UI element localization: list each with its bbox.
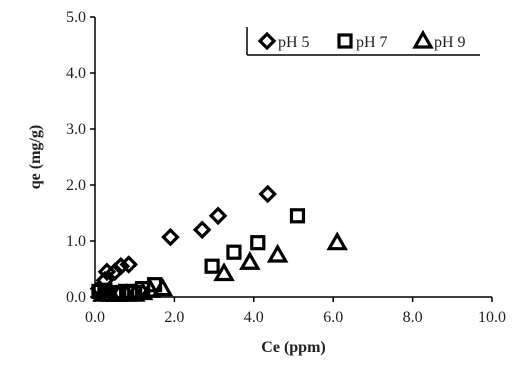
legend-item: pH 9: [412, 29, 466, 51]
data-point-triangle: [151, 277, 174, 297]
data-points: [89, 184, 348, 302]
data-point-diamond: [161, 227, 180, 247]
legend-label: pH 5: [278, 34, 310, 51]
data-point-triangle: [326, 231, 348, 251]
legend-item: pH 5: [257, 31, 310, 51]
y-axis-ticks: 0.0 1.0 2.0 3.0 4.0 5.0: [66, 9, 95, 306]
x-tick-label: 4.0: [244, 309, 264, 326]
data-point-triangle: [139, 279, 162, 298]
legend-label: pH 7: [356, 34, 388, 51]
data-point-square: [250, 235, 266, 251]
data-point-triangle: [213, 262, 235, 282]
data-point-diamond: [258, 184, 277, 204]
series-triangle: [92, 231, 348, 302]
x-tick-label: 6.0: [323, 309, 343, 326]
x-axis-title: Ce (ppm): [261, 339, 325, 356]
x-tick-label: 0.0: [85, 309, 105, 326]
data-point-diamond: [111, 256, 131, 276]
y-tick-label: 2.0: [66, 177, 86, 194]
x-tick-label: 2.0: [164, 309, 184, 326]
y-tick-label: 3.0: [66, 121, 86, 138]
y-tick-label: 1.0: [66, 233, 86, 250]
y-tick-label: 4.0: [66, 65, 86, 82]
data-point-square: [204, 258, 220, 274]
x-tick-label: 10.0: [478, 309, 506, 326]
data-point-diamond: [192, 220, 212, 240]
legend-label: pH 9: [434, 34, 466, 51]
legend-marker-triangle: [412, 29, 434, 49]
series-diamond: [89, 184, 277, 298]
data-point-diamond: [208, 206, 228, 226]
data-point-triangle: [239, 251, 261, 270]
x-tick-label: 8.0: [403, 309, 423, 326]
y-tick-label: 0.0: [66, 289, 86, 306]
data-point-square: [226, 244, 242, 260]
legend: pH 5 pH 7 pH 9: [246, 27, 480, 56]
data-point-diamond: [119, 255, 139, 274]
data-point-square: [289, 208, 306, 224]
legend-marker-square: [337, 33, 353, 49]
y-tick-label: 5.0: [66, 9, 86, 26]
data-point-diamond: [105, 262, 125, 282]
y-axis-title: qe (mg/g): [27, 125, 44, 189]
data-point-triangle: [266, 243, 289, 263]
x-axis-ticks: 0.0 2.0 4.0 6.0 8.0 10.0: [85, 297, 506, 326]
legend-item: pH 7: [337, 33, 388, 51]
legend-marker-diamond: [257, 31, 277, 51]
